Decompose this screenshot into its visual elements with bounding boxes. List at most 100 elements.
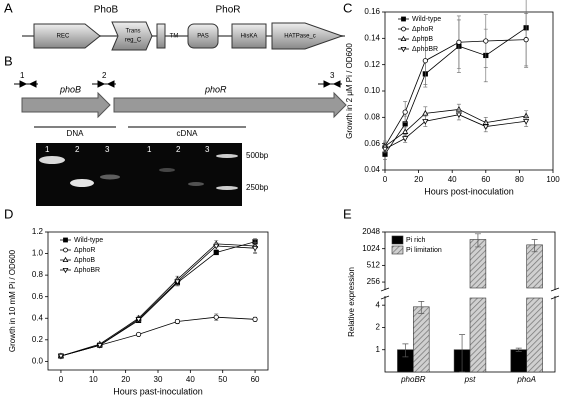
- y-tick-label: 1: [376, 345, 381, 354]
- error-bar: [418, 301, 425, 314]
- y-tick-label: 1.2: [32, 227, 44, 236]
- marker: [422, 109, 429, 116]
- x-tick-label: 0: [59, 375, 64, 384]
- marker: [455, 112, 463, 119]
- error-bar: [515, 347, 522, 352]
- domain-label: HATPase_c: [284, 34, 316, 40]
- marker: [174, 318, 181, 325]
- domain-label: TM: [170, 34, 179, 40]
- legend-label: ΔphoB: [74, 257, 95, 264]
- primer-label: 2: [102, 71, 107, 80]
- gel: [36, 143, 242, 206]
- series-line: [60, 245, 256, 357]
- marker: [402, 109, 408, 115]
- legend-label: ΔphoBR: [412, 46, 438, 53]
- lane-label: 3: [205, 145, 210, 154]
- x-tick-label: 80: [515, 175, 524, 184]
- y-tick-label: 0.10: [364, 86, 380, 95]
- marker: [252, 316, 258, 322]
- y-tick-label: 0.8: [32, 270, 44, 279]
- domain-label: REC: [57, 34, 70, 40]
- y-tick-label: 0.4: [32, 313, 44, 322]
- y-tick-label: 512: [367, 260, 381, 269]
- y-tick-label: 256: [367, 277, 381, 286]
- y-axis-label: Growth in 10 mM Pi / OD600: [8, 249, 17, 352]
- marker: [63, 237, 68, 243]
- bar: [413, 306, 430, 373]
- x-tick-label: 30: [154, 375, 163, 384]
- domain: [156, 23, 166, 49]
- domain: [187, 23, 219, 49]
- y-tick-label: 0.12: [364, 60, 380, 69]
- x-tick-label: phoA: [516, 375, 536, 384]
- x-tick-label: 10: [89, 375, 98, 384]
- series-line: [384, 39, 527, 147]
- axis-break-marks: [380, 287, 560, 300]
- legend-label: Pi limitation: [406, 247, 442, 254]
- domain-label: reg_C: [125, 38, 142, 44]
- lane-label: 2: [176, 145, 181, 154]
- panel-label: E: [343, 206, 352, 221]
- gene-arrow: [21, 91, 111, 119]
- domain: [111, 21, 153, 51]
- x-axis-label: Hours post-inoculation: [424, 186, 514, 196]
- marker: [62, 267, 69, 274]
- legend-label: ΔphoR: [74, 247, 95, 254]
- series-line: [60, 316, 256, 357]
- x-axis-label: Hours past-inoculation: [113, 386, 203, 396]
- y-tick-label: 2: [376, 323, 381, 332]
- bar: [526, 297, 543, 373]
- y-tick-label: 0.04: [364, 165, 380, 174]
- gene-arrow: [113, 91, 347, 119]
- y-tick-label: 0.06: [364, 139, 380, 148]
- marker: [402, 128, 409, 134]
- primer-label: 3: [330, 71, 335, 80]
- x-tick-label: 60: [251, 375, 260, 384]
- plot-frame: [384, 11, 554, 171]
- error-bar: [402, 343, 409, 358]
- axis-break: [380, 290, 560, 296]
- lane-labels: 1 2 3 1 2 3: [45, 145, 210, 154]
- y-tick-label: 0.16: [364, 7, 380, 16]
- legend-label: Wild-type: [74, 237, 103, 244]
- x-tick-label: 20: [414, 175, 423, 184]
- bar: [469, 297, 487, 373]
- marker: [400, 35, 407, 41]
- marker: [400, 47, 407, 53]
- x-tick-label: 50: [218, 375, 227, 384]
- bar: [510, 349, 527, 373]
- y-tick-label: 0.08: [364, 112, 380, 121]
- domain-label: HisKA: [241, 34, 258, 40]
- lane-label: 2: [75, 145, 80, 154]
- y-tick-label: 0.14: [364, 33, 380, 42]
- domain: [33, 23, 101, 49]
- y-axis-label: Relative expression: [347, 267, 356, 337]
- marker: [251, 246, 259, 252]
- marker: [523, 119, 530, 125]
- marker: [402, 136, 409, 142]
- marker: [62, 256, 69, 263]
- panel-label: A: [4, 0, 13, 15]
- x-tick-label: phoBR: [400, 375, 426, 384]
- legend-label: Wild-type: [412, 16, 441, 23]
- y-tick-label: 1024: [362, 244, 380, 253]
- panel-label: B: [4, 53, 13, 68]
- y-tick-label: 0.0: [32, 356, 44, 365]
- primers: [14, 80, 342, 88]
- primer-label: 1: [20, 71, 25, 80]
- marker: [96, 343, 103, 349]
- panel-label: C: [343, 0, 352, 15]
- marker: [57, 353, 65, 360]
- panel-label: D: [4, 206, 13, 221]
- marker-label: 250bp: [246, 183, 269, 192]
- legend-swatch: [391, 245, 404, 255]
- error-bar: [531, 239, 538, 253]
- marker: [381, 146, 389, 153]
- legend-label: Pi rich: [406, 237, 426, 244]
- series-line: [384, 114, 527, 150]
- gel-bands: [39, 154, 238, 190]
- y-axis-label: Growth in 2 μM Pi / OD600: [345, 43, 354, 139]
- domain: [271, 22, 344, 50]
- protein-label: PhoR: [215, 5, 240, 16]
